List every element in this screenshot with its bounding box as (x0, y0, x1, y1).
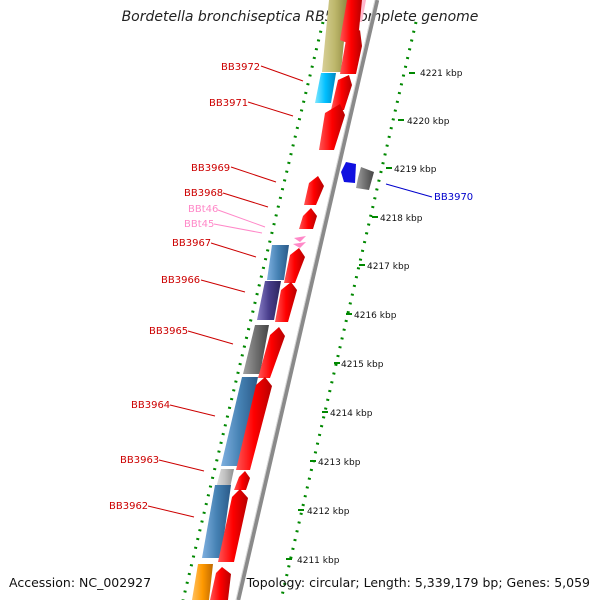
kbp-label: 4217 kbp (367, 262, 410, 272)
kbp-label: 4213 kbp (318, 458, 361, 468)
map-title: Bordetella bronchiseptica RB50, complete… (121, 9, 479, 25)
scale-track-inner (181, 21, 325, 600)
cds-arrow (340, 30, 362, 74)
kbp-label: 4220 kbp (407, 117, 450, 127)
gene-labels: BB3972 BB3971 BB3969 BB3968 BBt46 BBt45 … (109, 62, 473, 512)
cog-block-blue (221, 377, 258, 466)
cog-block-light (216, 469, 234, 488)
leader-lines (147, 65, 433, 518)
kbp-label: 4221 kbp (420, 69, 463, 79)
gene-label: BB3971 (209, 98, 248, 109)
trna-marker (293, 242, 306, 248)
cog-block-cyan (315, 73, 336, 103)
cds-arrow (218, 489, 248, 562)
topology-text: Topology: circular; Length: 5,339,179 bp… (246, 575, 590, 590)
cog-block-orange (192, 564, 213, 600)
trna-markers (293, 236, 306, 248)
reverse-genes (341, 162, 374, 190)
cds-arrows (210, 0, 362, 600)
gene-label: BB3962 (109, 501, 148, 512)
cog-blocks (192, 0, 366, 600)
trna-marker (294, 236, 306, 242)
cds-arrow (331, 75, 352, 110)
kbp-label: 4211 kbp (297, 556, 340, 566)
kbp-label: 4216 kbp (354, 311, 397, 321)
cog-block-blue (202, 485, 231, 558)
cds-arrow (284, 248, 305, 283)
cds-arrow (236, 377, 272, 470)
gene-label: BB3964 (131, 400, 170, 411)
gene-label: BB3967 (172, 238, 211, 249)
gene-label: BB3972 (221, 62, 260, 73)
gene-label: BB3965 (149, 326, 188, 337)
cds-arrow (258, 327, 285, 378)
gene-label: BB3963 (120, 455, 159, 466)
gene-bb3970-gray (356, 167, 374, 190)
gene-label: BB3970 (434, 192, 473, 203)
gene-label: BB3968 (184, 188, 223, 199)
gene-label: BBt46 (188, 204, 218, 215)
cds-arrow (304, 176, 324, 205)
genome-backbone-highlight (235, 0, 376, 600)
cds-arrow (234, 471, 250, 490)
kbp-label: 4214 kbp (330, 409, 373, 419)
cog-block-blue (267, 245, 289, 280)
kbp-label: 4215 kbp (341, 360, 384, 370)
kbp-labels: 4221 kbp 4220 kbp 4219 kbp 4218 kbp 4217… (297, 69, 463, 566)
cds-arrow (299, 208, 317, 229)
cog-block-gray (243, 325, 269, 374)
gene-bb3970-blue (341, 162, 356, 183)
cog-block-purple (257, 281, 281, 320)
gene-label: BBt45 (184, 219, 214, 230)
kbp-label: 4218 kbp (380, 214, 423, 224)
cog-block-olive (322, 0, 348, 72)
kbp-ticks (286, 72, 415, 560)
genome-backbone (235, 0, 380, 600)
cds-arrow (210, 567, 231, 600)
kbp-label: 4219 kbp (394, 165, 437, 175)
gene-label: BB3966 (161, 275, 200, 286)
cds-arrow (319, 104, 345, 150)
gene-label: BB3969 (191, 163, 230, 174)
kbp-label: 4212 kbp (307, 507, 350, 517)
accession-text: Accession: NC_002927 (9, 575, 152, 590)
cds-arrow (275, 282, 297, 322)
